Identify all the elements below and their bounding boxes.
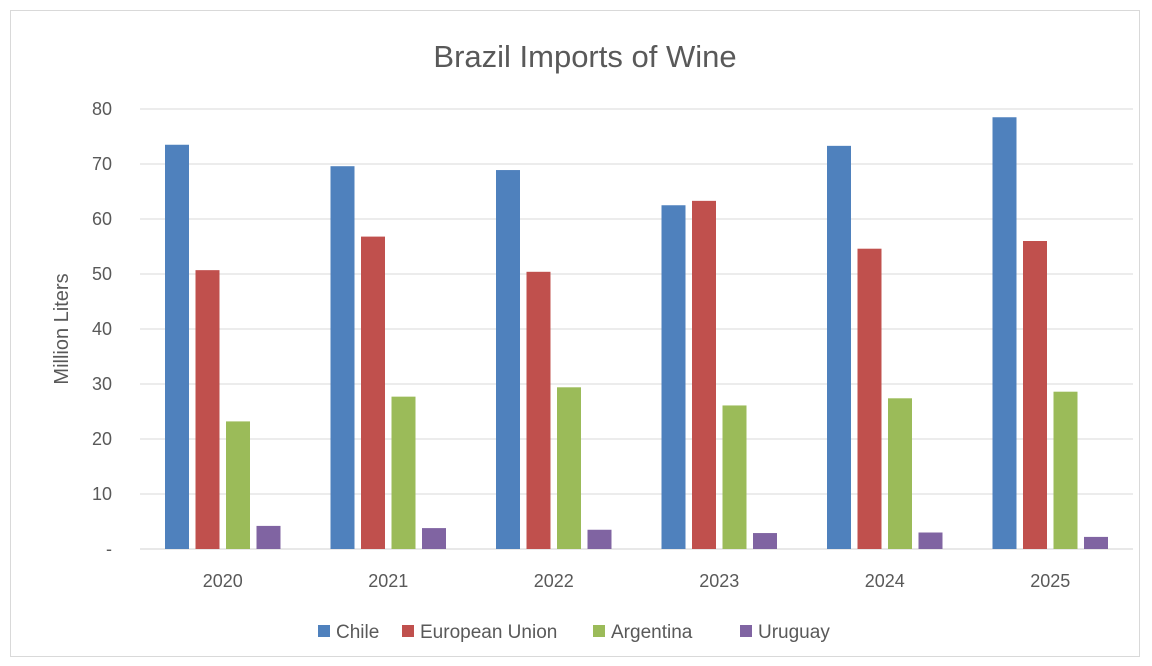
x-tick-label: 2020 (203, 571, 243, 591)
y-tick-label: 30 (92, 374, 112, 394)
legend-swatch (318, 625, 330, 637)
bar-european-union-2022 (526, 271, 551, 549)
bar-uruguay-2020 (256, 525, 281, 549)
bar-uruguay-2022 (587, 529, 612, 549)
legend-label: Chile (336, 622, 379, 643)
bar-argentina-2025 (1053, 391, 1078, 549)
bar-argentina-2023 (722, 405, 747, 549)
legend-swatch (593, 625, 605, 637)
bar-argentina-2022 (557, 387, 581, 549)
legend: Chile European Union Argentina Uruguay (318, 622, 830, 643)
y-tick-label: - (106, 539, 112, 559)
x-tick-label: 2024 (865, 571, 905, 591)
y-axis-label: Million Liters (51, 273, 73, 384)
bar-chile-2025 (992, 117, 1017, 549)
x-tick-label: 2025 (1030, 571, 1070, 591)
bar-european-union-2020 (195, 270, 220, 549)
bar-european-union-2025 (1023, 241, 1047, 549)
legend-swatch (402, 625, 414, 637)
y-tick-label: 20 (92, 429, 112, 449)
y-tick-label: 60 (92, 209, 112, 229)
bar-uruguay-2024 (918, 532, 943, 549)
legend-label: European Union (420, 622, 557, 643)
y-tick-label: 70 (92, 154, 112, 174)
bar-uruguay-2021 (422, 528, 446, 549)
legend-swatch (740, 625, 752, 637)
bar-argentina-2024 (888, 398, 912, 549)
bars (165, 117, 1108, 550)
legend-label: Argentina (611, 622, 693, 643)
bar-european-union-2023 (692, 200, 716, 549)
bar-uruguay-2025 (1084, 536, 1108, 549)
x-tick-label: 2021 (368, 571, 408, 591)
bar-chile-2024 (827, 145, 851, 549)
bar-european-union-2024 (857, 248, 882, 549)
bar-chile-2020 (165, 144, 189, 549)
chart-title: Brazil Imports of Wine (433, 39, 736, 74)
x-tick-label: 2022 (534, 571, 574, 591)
bar-argentina-2020 (226, 421, 250, 549)
y-tick-label: 10 (92, 484, 112, 504)
y-tick-label: 50 (92, 264, 112, 284)
y-tick-label: 80 (92, 99, 112, 119)
bar-argentina-2021 (391, 396, 416, 549)
gridlines (140, 108, 1133, 550)
bar-chile-2021 (330, 166, 355, 549)
x-tick-labels: 2020 2021 2022 2023 2024 2025 (203, 571, 1071, 591)
y-tick-labels: - 10 20 30 40 50 60 70 80 (92, 99, 112, 559)
legend-label: Uruguay (758, 622, 830, 643)
bar-european-union-2021 (361, 236, 385, 549)
x-tick-label: 2023 (699, 571, 739, 591)
bar-chile-2022 (496, 170, 520, 550)
bar-chile-2023 (661, 205, 686, 549)
y-tick-label: 40 (92, 319, 112, 339)
bar-uruguay-2023 (753, 533, 777, 549)
